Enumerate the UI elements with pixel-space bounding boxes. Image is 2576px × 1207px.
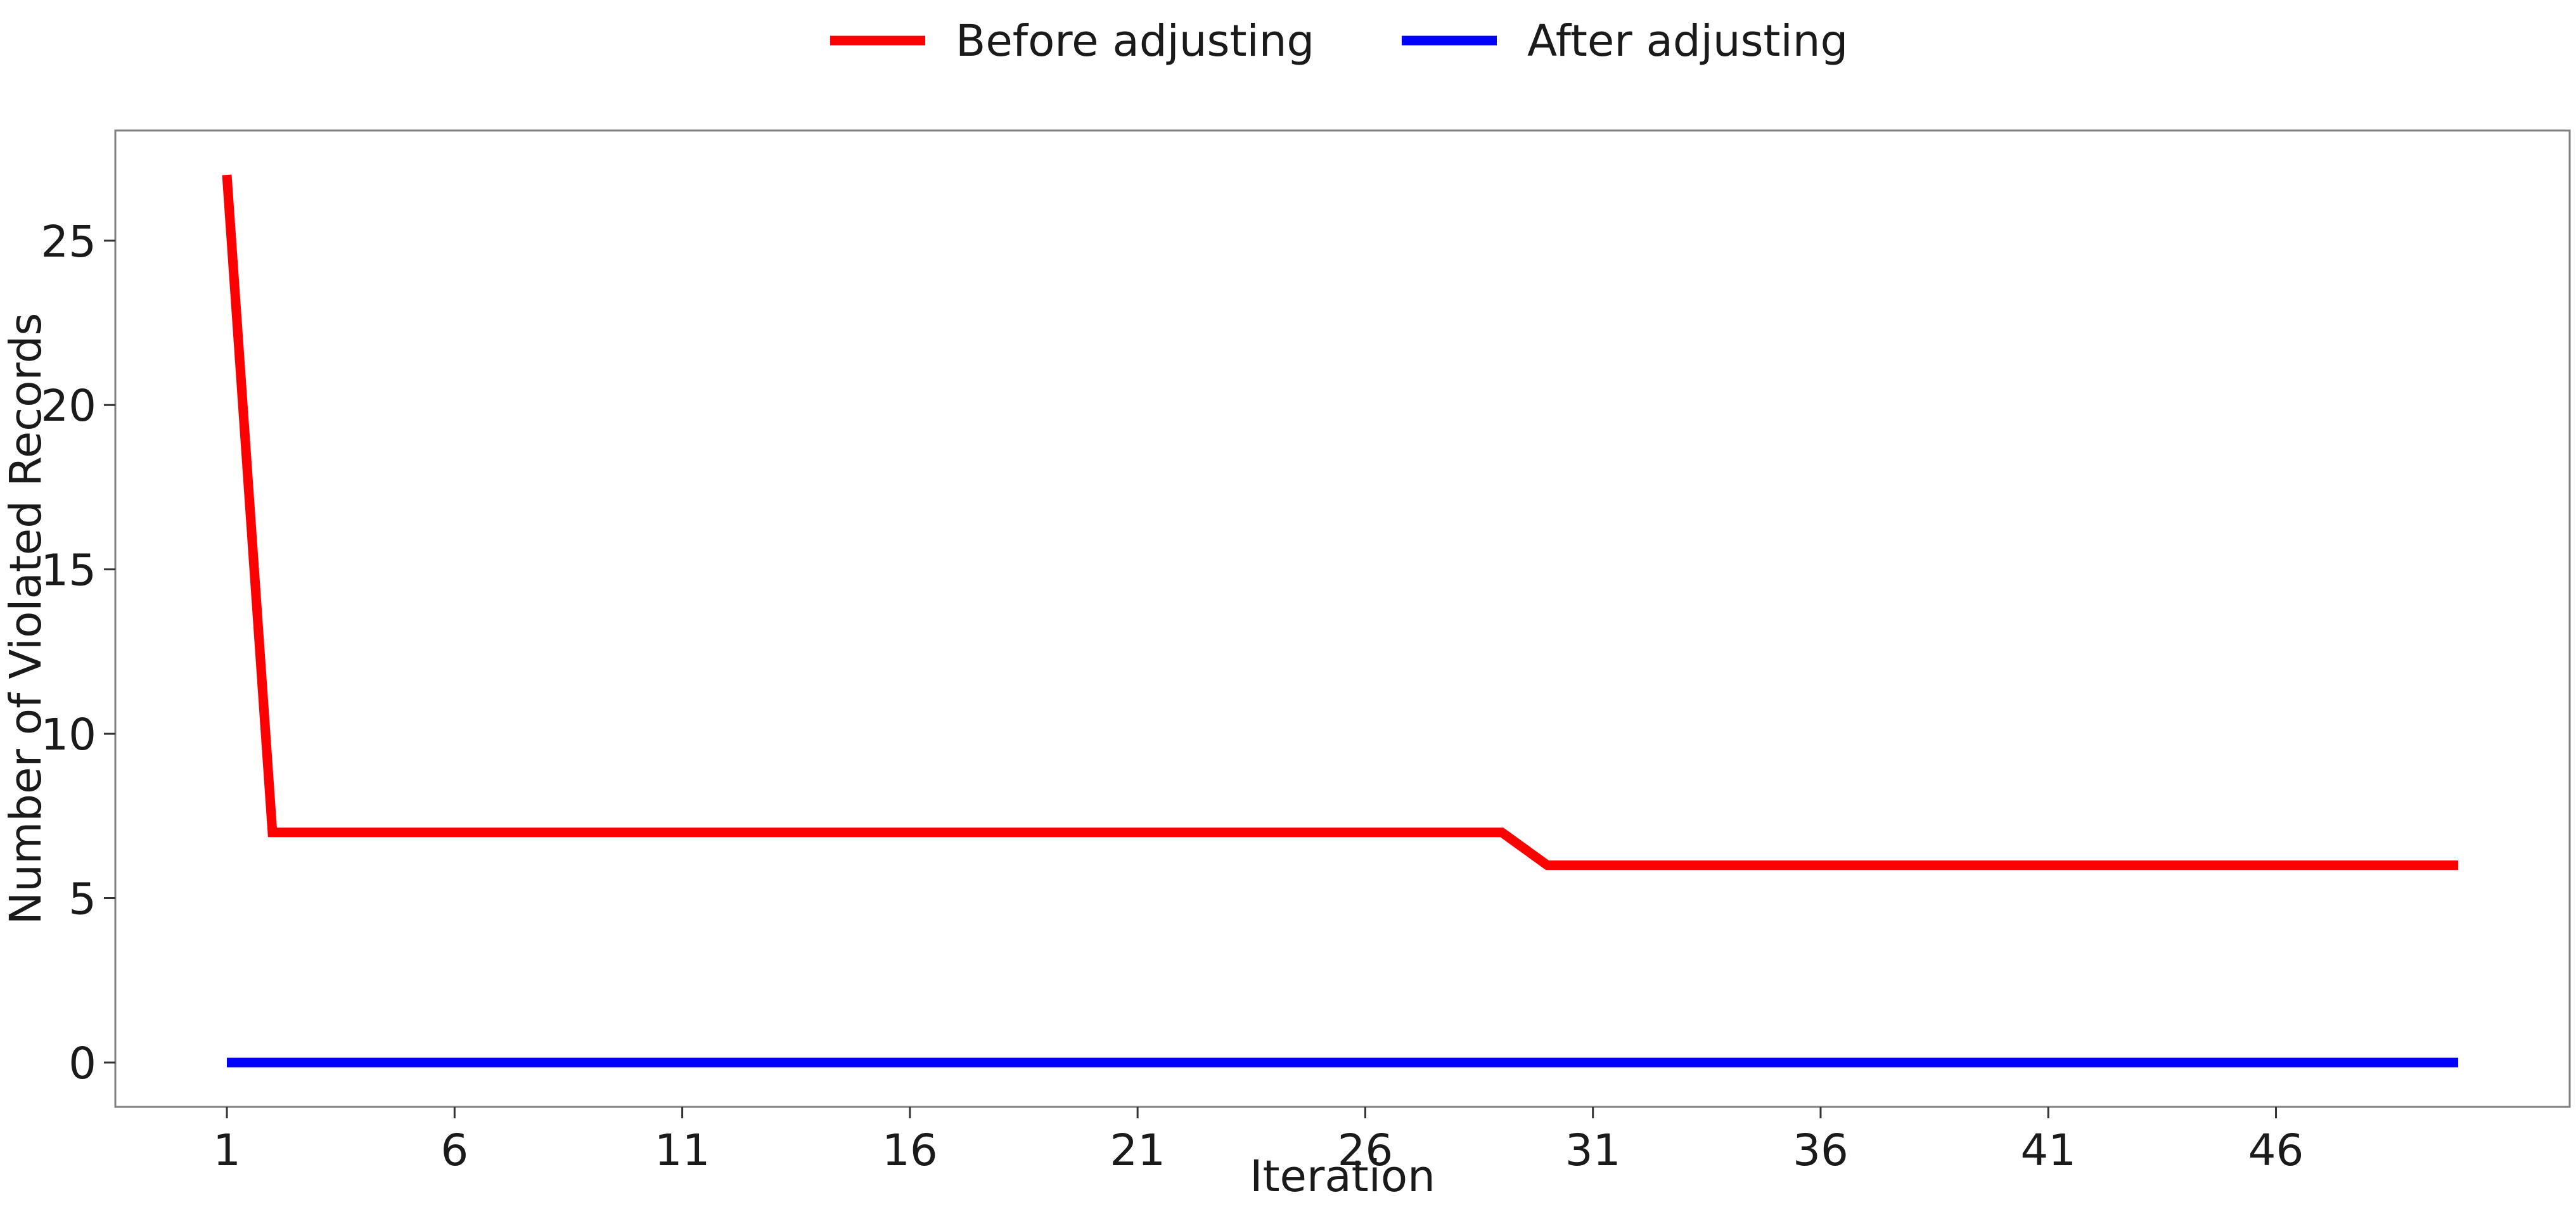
x-tick-label: 11 — [655, 1125, 710, 1176]
x-tick-label: 31 — [1565, 1125, 1621, 1176]
y-tick-label: 5 — [68, 874, 96, 925]
legend-label-1: Before adjusting — [956, 16, 1314, 67]
x-tick-label: 46 — [2248, 1125, 2304, 1176]
x-tick-label: 21 — [1110, 1125, 1165, 1176]
x-tick-label: 41 — [2020, 1125, 2076, 1176]
y-tick-label: 0 — [68, 1038, 96, 1089]
x-tick-label: 26 — [1338, 1125, 1394, 1176]
x-tick-label: 36 — [1793, 1125, 1849, 1176]
y-tick-label: 20 — [41, 381, 96, 431]
y-tick-label: 15 — [41, 546, 96, 596]
series-line-1 — [222, 174, 2458, 871]
x-tick-label: 6 — [440, 1125, 468, 1176]
x-tick-label: 16 — [882, 1125, 938, 1176]
y-tick-label: 25 — [41, 217, 96, 267]
y-axis-title: Number of Violated Records — [1, 313, 51, 925]
x-axis: 1 6 11 16 21 26 31 36 41 46 — [213, 1107, 2304, 1176]
plot-area — [114, 129, 2571, 1108]
legend-label-2: After adjusting — [1527, 16, 1848, 67]
legend: Before adjusting After adjusting — [830, 16, 1848, 67]
y-tick-label: 10 — [41, 710, 96, 760]
x-axis-title: Iteration — [1250, 1151, 1435, 1202]
x-tick-label: 1 — [213, 1125, 241, 1176]
series-layer — [222, 174, 2458, 1068]
y-axis: 0 5 10 15 20 25 — [41, 217, 115, 1089]
